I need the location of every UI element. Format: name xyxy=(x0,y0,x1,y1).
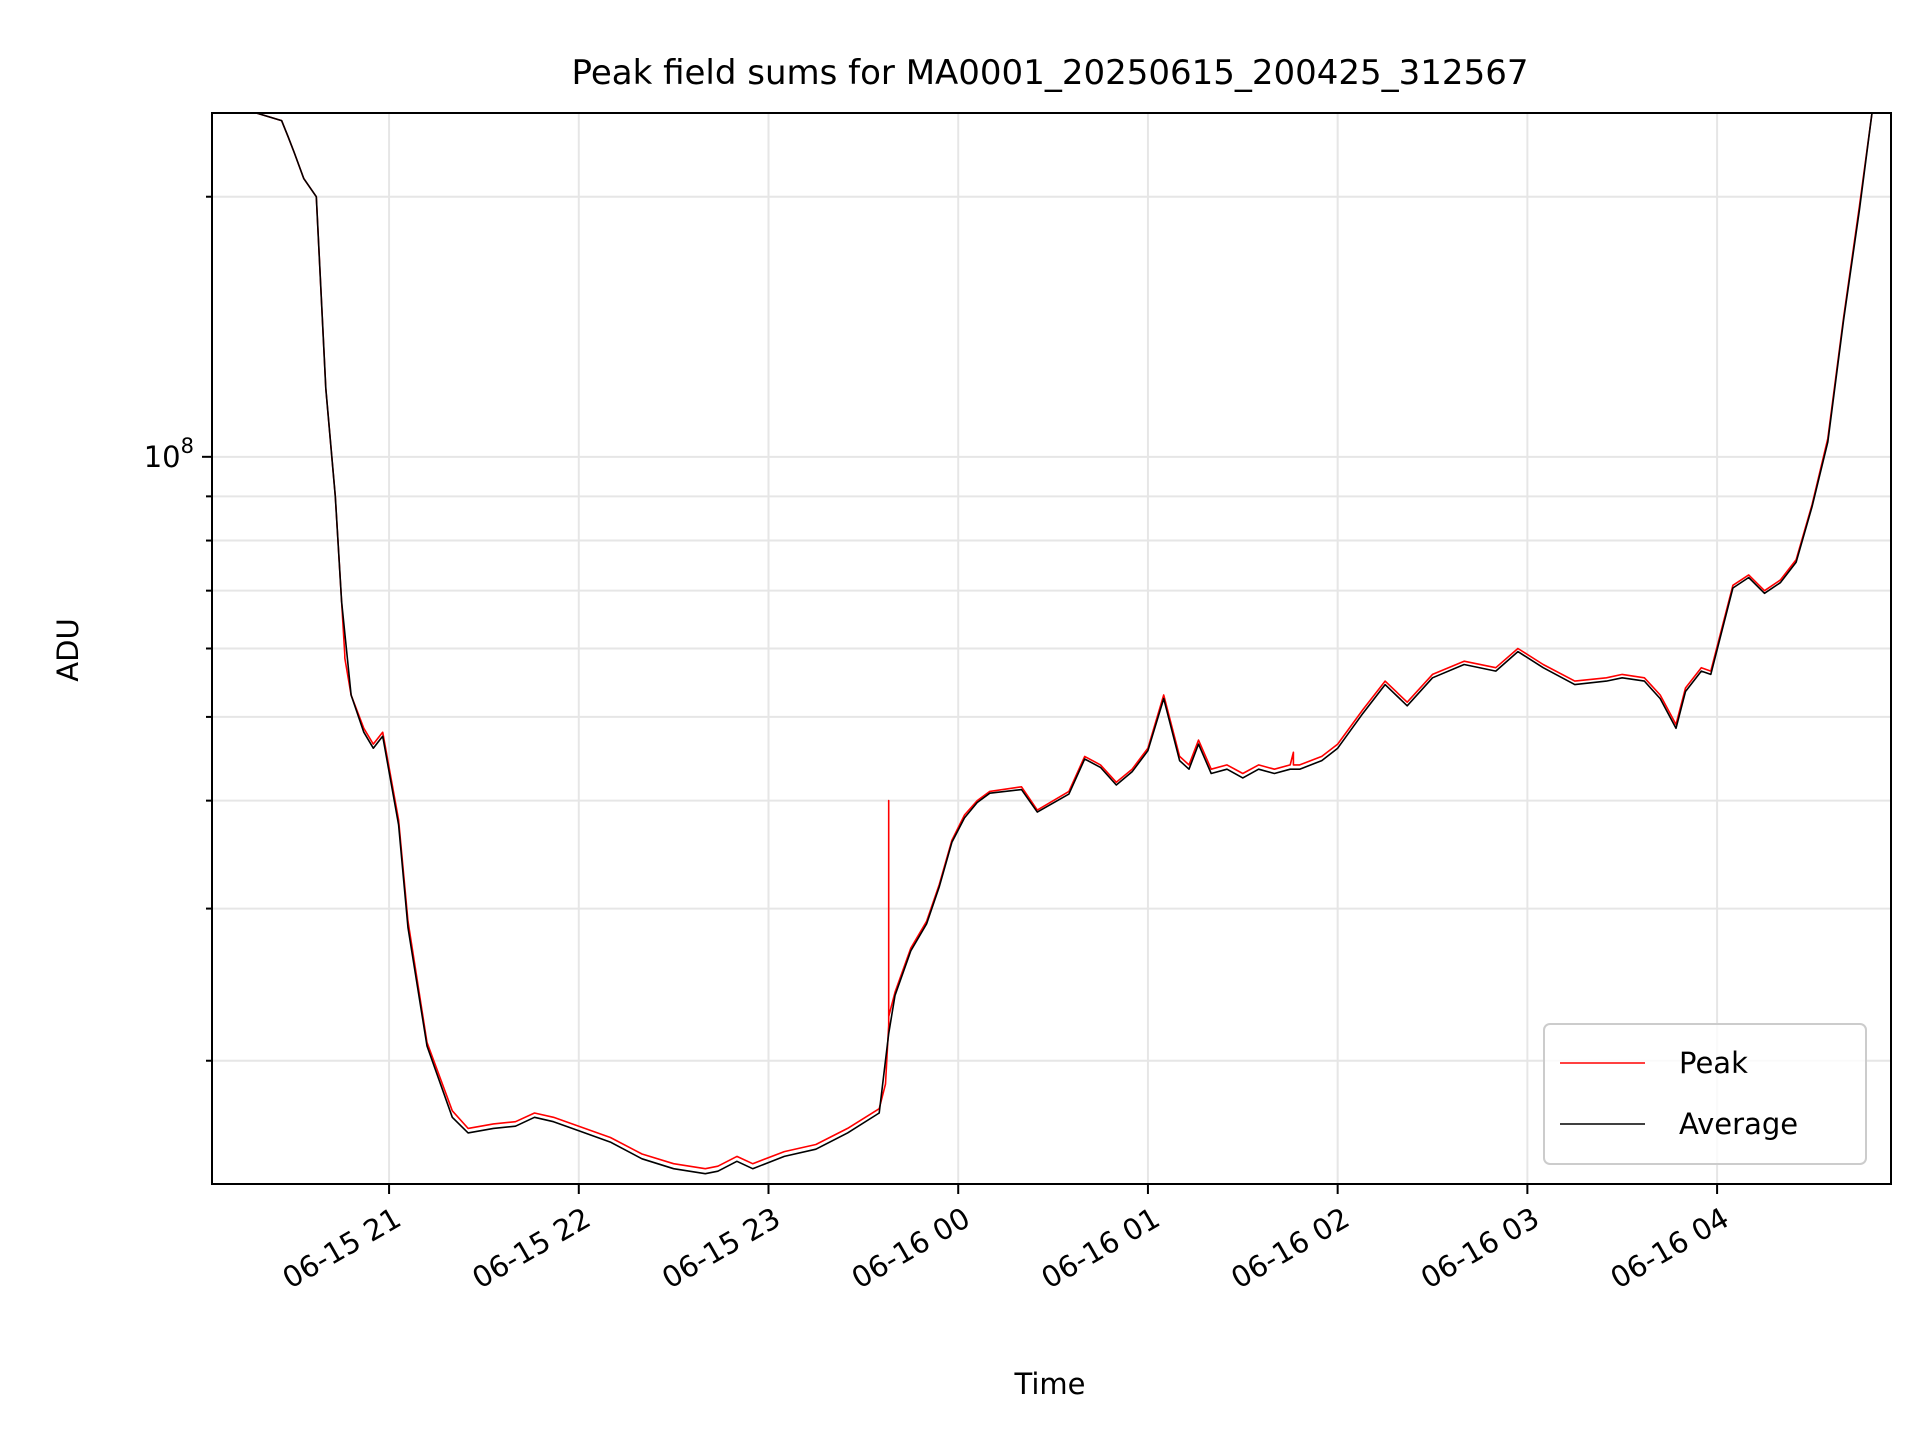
series-line-average xyxy=(212,112,1891,1175)
y-tick-label: 108 xyxy=(144,434,194,474)
y-axis-label: ADU xyxy=(51,618,85,681)
legend-label-peak: Peak xyxy=(1679,1046,1748,1080)
y-tick-exponent: 8 xyxy=(181,434,194,458)
chart-title: Peak field sums for MA0001_20250615_2004… xyxy=(572,53,1529,93)
x-axis-label: Time xyxy=(1014,1367,1086,1401)
legend-label-average: Average xyxy=(1679,1107,1798,1141)
legend: Peak Average xyxy=(1543,1023,1867,1165)
series-lines xyxy=(212,112,1891,1175)
legend-box xyxy=(1543,1023,1867,1165)
grid xyxy=(212,113,1891,1184)
y-tick-base: 10 xyxy=(144,440,181,474)
